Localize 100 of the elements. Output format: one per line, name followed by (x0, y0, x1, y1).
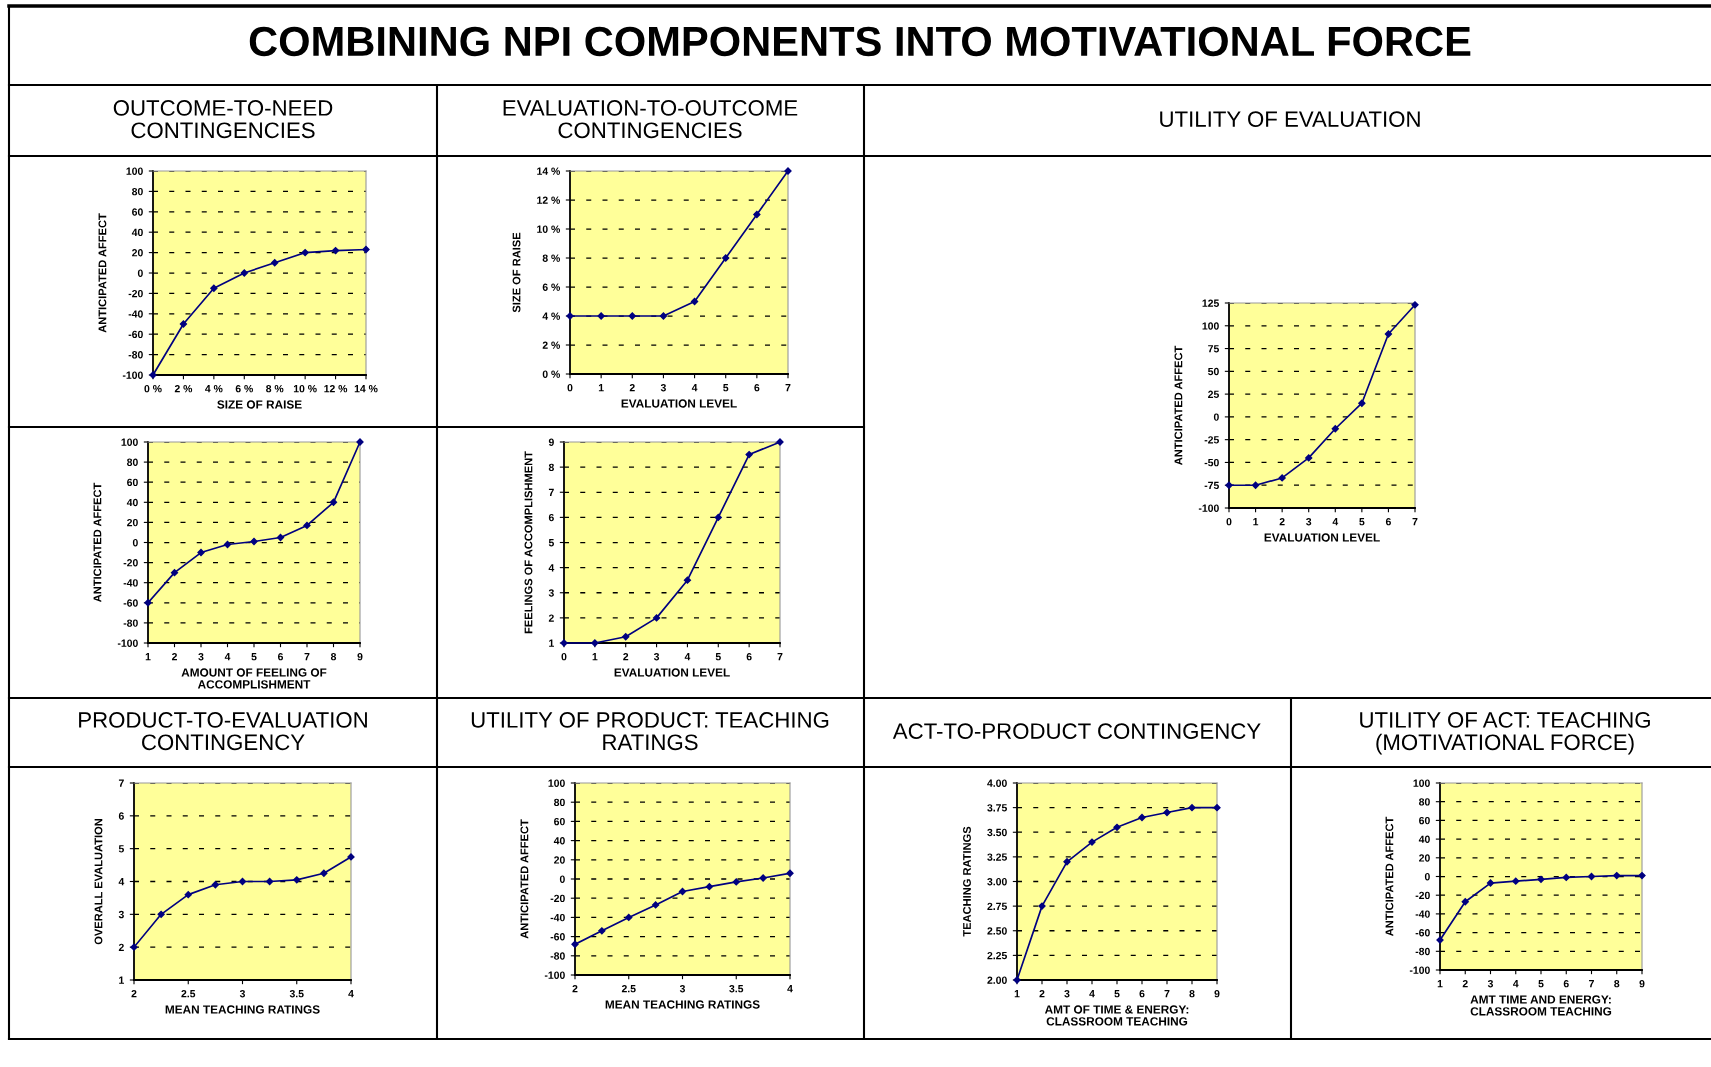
y-tick-label: 2.25 (987, 951, 1007, 960)
point (197, 548, 205, 557)
y-tick-label: 60 (554, 817, 565, 826)
y-tick-label: 25 (1208, 390, 1219, 398)
point (759, 874, 767, 882)
point (210, 284, 218, 292)
point (1613, 871, 1621, 880)
y-tick-label: 100 (548, 779, 565, 787)
x-tick-label: 2 (623, 653, 629, 661)
point (301, 248, 309, 257)
x-tick-label: 2 (572, 985, 578, 993)
point (184, 890, 192, 899)
y-tick-label: -75 (1204, 481, 1219, 490)
y-tick-label: -100 (1409, 966, 1430, 974)
point (1278, 474, 1286, 482)
point (732, 878, 740, 886)
point (683, 576, 692, 584)
point (625, 913, 633, 922)
y-tick-label: 3.75 (987, 804, 1007, 812)
y-tick-label: -20 (1415, 891, 1430, 900)
y-tick-label: 7 (118, 779, 124, 787)
x-tick-label: 1 (598, 384, 604, 392)
point (705, 883, 714, 891)
x-tick-label: 3 (653, 653, 660, 661)
x-tick-label: 2 (171, 653, 177, 661)
y-tick-label: 3.00 (987, 878, 1007, 886)
y-tick-label: -60 (123, 599, 138, 607)
y-tick-label: 0 % (542, 370, 560, 378)
y-tick-label: 14 % (537, 167, 560, 175)
y-tick-label: -80 (123, 619, 138, 627)
y-tick-label: 5 (548, 539, 554, 547)
y-tick-label: 80 (127, 458, 138, 466)
y-tick-label: 2 % (542, 341, 560, 349)
x-tick-label: 6 (1139, 990, 1145, 998)
y-tick-label: 75 (1208, 345, 1219, 353)
text: COMBINING NPI COMPONENTS INTO MOTIVATIONAL FORCE (249, 26, 1471, 57)
y-tick-label: -100 (122, 371, 143, 379)
point (329, 498, 338, 506)
point (598, 927, 606, 935)
point (1638, 871, 1646, 880)
point (714, 513, 722, 522)
y-tick-label: 9 (548, 438, 554, 446)
chart-title: UTILITY OF PRODUCT: TEACHING RATINGS (471, 712, 829, 751)
x-tick-label: 6 (746, 653, 752, 661)
point (250, 537, 258, 546)
point (211, 881, 220, 889)
y-tick-label: -80 (550, 952, 565, 960)
x-tick-label: 4 (691, 384, 698, 392)
x-tick-label: 7 (785, 384, 791, 392)
point (1331, 425, 1339, 433)
y-tick-label: 8 (548, 463, 554, 471)
x-tick-label: 7 (1164, 990, 1170, 998)
y-tick-label: -25 (1204, 436, 1219, 444)
x-axis-title: AMT TIME AND ENERGY: CLASSROOM TEACHING (1470, 995, 1612, 1016)
point (652, 614, 661, 622)
y-tick-label: 40 (553, 837, 565, 845)
point (1411, 301, 1419, 309)
chart-title: UTILITY OF ACT: TEACHING (MOTIVATIONAL FORCE) (1360, 712, 1650, 755)
y-tick-label: -40 (128, 310, 143, 318)
x-tick-label: 1 (1437, 980, 1443, 988)
point (1251, 481, 1260, 489)
y-tick-label: 3 (548, 589, 554, 597)
y-tick-label: 8 % (542, 254, 560, 262)
x-tick-label: 1 (145, 653, 151, 661)
x-axis-title: AMOUNT OF FEELING OF ACCOMPLISHMENT (181, 668, 327, 689)
point (240, 269, 248, 277)
point (651, 901, 660, 909)
x-tick-label: 2 (1462, 980, 1468, 988)
y-tick-label: -60 (550, 933, 565, 941)
y-axis-title: ANTICIPATED AFFECT (98, 213, 107, 333)
point (1063, 858, 1071, 866)
x-tick-label: 5 (251, 653, 257, 661)
x-tick-label: 3 (1306, 518, 1312, 526)
point (1436, 936, 1444, 944)
x-tick-label: 2 (1039, 990, 1045, 998)
y-tick-label: 60 (1419, 816, 1430, 825)
x-tick-label: 2.5 (621, 985, 636, 993)
x-tick-label: 0 (1226, 518, 1232, 526)
y-tick-label: 0 (1213, 413, 1219, 421)
y-tick-label: 100 (126, 167, 143, 175)
y-tick-label: 100 (1413, 779, 1430, 787)
chart-title: EVALUATION-TO-OUTCOME CONTINGENCIES (503, 100, 798, 139)
x-tick-label: 2 (629, 384, 635, 392)
y-tick-label: 1 (549, 639, 554, 647)
x-tick-label: 3 (239, 990, 246, 998)
point (293, 876, 301, 884)
y-tick-label: -20 (123, 559, 138, 567)
x-axis-title: SIZE OF RAISE (217, 400, 302, 409)
y-axis-title: ANTICIPATED AFFECT (1174, 345, 1183, 465)
y-axis-title: TEACHING RATINGS (963, 826, 971, 937)
y-tick-label: 0 (1424, 873, 1430, 881)
x-tick-label: 3 (660, 384, 666, 392)
point (1384, 330, 1393, 338)
chart-title: UTILITY OF EVALUATION (1160, 111, 1420, 127)
chart-title: OUTCOME-TO-NEED CONTINGENCIES (113, 100, 333, 139)
y-tick-label: 20 (127, 518, 138, 527)
y-tick-label: 80 (132, 187, 143, 196)
y-tick-label: -40 (1415, 910, 1430, 918)
y-tick-label: 80 (1419, 798, 1430, 806)
y-axis-title: ANTICIPATED AFFECT (1385, 816, 1394, 936)
